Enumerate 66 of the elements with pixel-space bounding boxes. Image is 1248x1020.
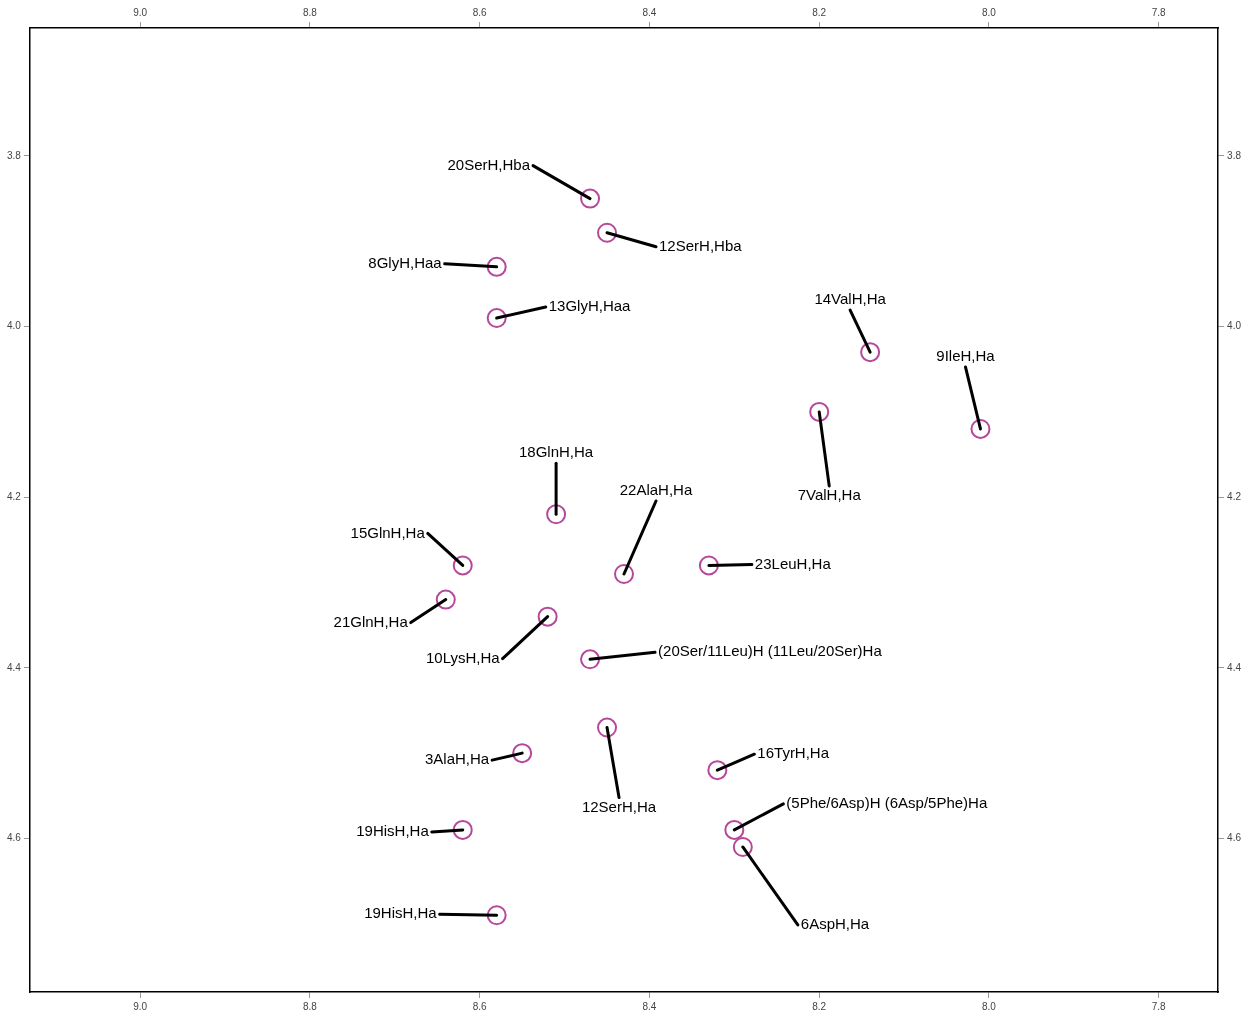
- x2-tick-label: 7.8: [1151, 6, 1167, 18]
- annotation: 8GlyH,Haa: [368, 254, 443, 272]
- point: [546, 504, 567, 525]
- point: [860, 342, 881, 363]
- annotation: 15GlnH,Ha: [350, 523, 426, 541]
- x2-tick-label: 9.0: [133, 6, 148, 18]
- point: [435, 589, 456, 610]
- annotation: 23LeuH,Ha: [754, 554, 832, 572]
- point: [724, 819, 745, 840]
- point: [486, 905, 507, 926]
- y2-tick-label: 3.8: [1227, 149, 1242, 161]
- point: [970, 418, 991, 439]
- annotation: 21GlnH,Ha: [333, 612, 409, 630]
- point: [452, 555, 473, 576]
- y-tick-label: 4.2: [7, 490, 22, 502]
- annotation: 12SerH,Hba: [659, 236, 743, 254]
- annotation: 20SerH,Hba: [447, 155, 531, 173]
- y2-tick-label: 4.4: [1227, 661, 1242, 673]
- x-tick-label: 8.8: [303, 1000, 318, 1012]
- annotation: 14ValH,Ha: [814, 290, 887, 308]
- annotation: 7ValH,Ha: [797, 486, 862, 504]
- point: [486, 308, 507, 329]
- annotation: 16TyrH,Ha: [757, 744, 830, 762]
- point: [452, 819, 473, 840]
- y2-tick-label: 4.0: [1227, 320, 1242, 332]
- annotation: 10LysH,Ha: [425, 648, 501, 666]
- annotation: 19HisH,Ha: [364, 904, 438, 922]
- point: [707, 760, 728, 781]
- annotation: (5Phe/6Asp)H (6Asp/5Phe)Ha: [786, 794, 988, 812]
- annotation: 9IleH,Ha: [936, 347, 996, 365]
- x2-tick-label: 8.2: [812, 6, 827, 18]
- y-tick-label: 4.4: [7, 661, 22, 673]
- point: [597, 717, 618, 738]
- x-tick-label: 7.8: [1151, 1000, 1167, 1012]
- annotation: 13GlyH,Haa: [548, 297, 632, 315]
- x2-tick-label: 8.0: [981, 6, 997, 18]
- annotation: 18GlnH,Ha: [519, 443, 594, 461]
- point: [486, 256, 507, 277]
- point: [537, 606, 558, 627]
- annotation: 19HisH,Ha: [356, 822, 430, 840]
- y2-tick-label: 4.6: [1227, 832, 1242, 844]
- y-tick-label: 4.0: [7, 320, 22, 332]
- annotation: (20Ser/11Leu)H (11Leu/20Ser)Ha: [658, 642, 883, 660]
- x-tick-label: 8.4: [642, 1000, 657, 1012]
- x-tick-label: 9.0: [133, 1000, 148, 1012]
- annotation: 6AspH,Ha: [800, 915, 870, 933]
- x-tick-label: 8.2: [812, 1000, 827, 1012]
- point: [732, 836, 753, 857]
- x2-tick-label: 8.8: [303, 6, 318, 18]
- x-tick-label: 8.0: [981, 1000, 997, 1012]
- point: [580, 649, 601, 670]
- point: [597, 222, 618, 243]
- point: [809, 401, 830, 422]
- annotation: 3AlaH,Ha: [424, 750, 490, 768]
- x2-tick-label: 8.4: [642, 6, 657, 18]
- x-tick-label: 8.6: [472, 1000, 488, 1012]
- y2-tick-label: 4.2: [1227, 490, 1242, 502]
- annotation: 22AlaH,Ha: [619, 481, 693, 499]
- point: [614, 563, 634, 584]
- point: [512, 743, 533, 764]
- y-tick-label: 3.8: [7, 149, 22, 161]
- annotation: 12SerH,Ha: [581, 797, 657, 815]
- y-tick-label: 4.6: [7, 832, 22, 844]
- x2-tick-label: 8.6: [472, 6, 488, 18]
- point: [580, 188, 601, 209]
- point: [698, 555, 719, 576]
